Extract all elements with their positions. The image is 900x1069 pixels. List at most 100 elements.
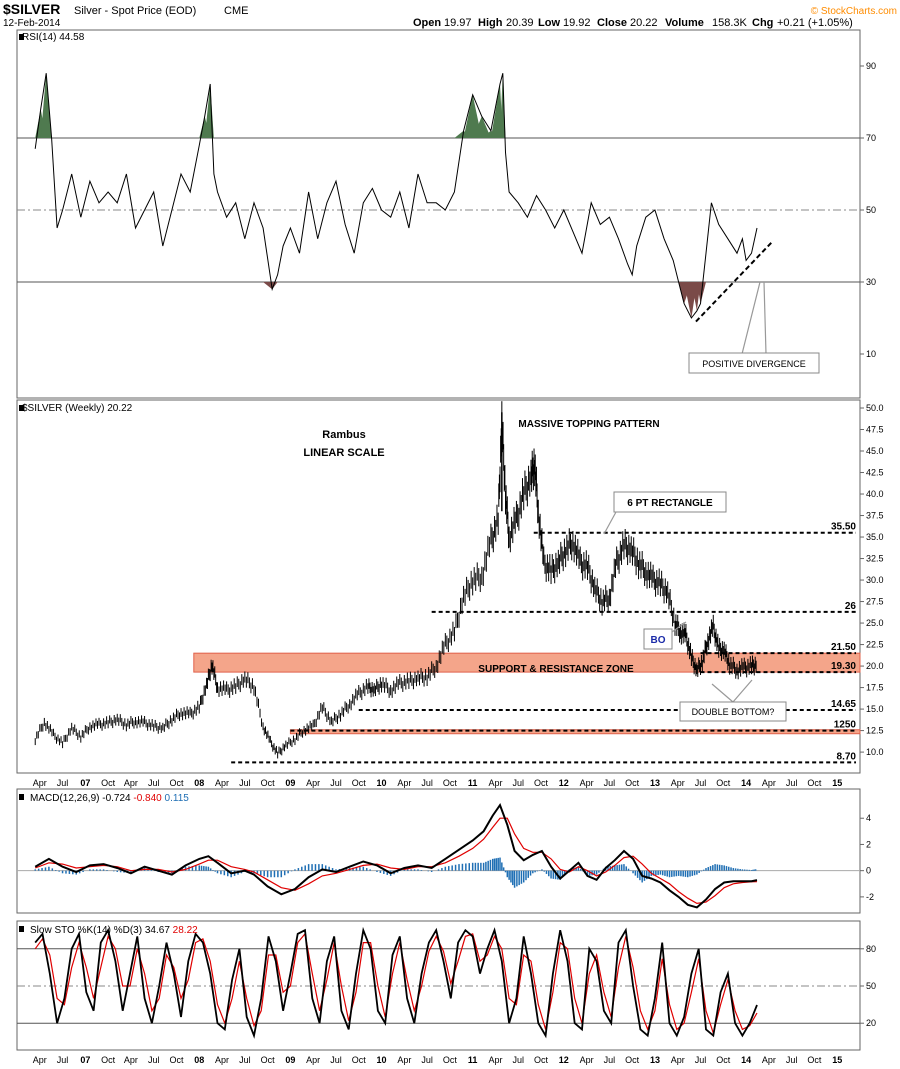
massive-topping-label: MASSIVE TOPPING PATTERN (518, 419, 659, 430)
x-tick-label: Oct (807, 1055, 822, 1065)
price-title: $SILVER (Weekly) 20.22 (22, 403, 133, 414)
x-tick-label: Oct (534, 778, 549, 788)
x-tick-label: 07 (80, 1055, 90, 1065)
rsi-line (34, 73, 758, 319)
x-tick-label: Jul (239, 778, 251, 788)
double-bottom-callout-lines (711, 679, 753, 703)
macd-histogram (34, 857, 757, 888)
x-tick-label: Apr (671, 778, 685, 788)
x-tick-label: Oct (716, 1055, 731, 1065)
author-label: Rambus (322, 429, 365, 441)
x-tick-label: Jul (512, 1055, 524, 1065)
macd-signal-line (34, 817, 758, 905)
x-tick-label: Jul (604, 1055, 616, 1065)
x-tick-label: Oct (261, 778, 276, 788)
price-tick-label: 22.5 (866, 640, 884, 650)
rsi-overbought-fill (472, 116, 491, 138)
open-label: Open (413, 17, 441, 29)
x-tick-label: Oct (534, 1055, 549, 1065)
chg-value: +0.21 (+1.05%) (777, 17, 853, 29)
level-label: 1250 (834, 720, 857, 731)
x-tick-label: Oct (352, 778, 367, 788)
sto-tick-label: 80 (866, 944, 876, 954)
six-pt-rectangle-box (613, 491, 727, 513)
macd-tick-label: 2 (866, 839, 871, 849)
level-label: 21.50 (831, 642, 856, 653)
close-label: Close (597, 17, 627, 29)
x-tick-label: Oct (807, 778, 822, 788)
double-bottom-box (679, 701, 787, 722)
x-tick-label: Oct (625, 1055, 640, 1065)
x-tick-label: Apr (488, 778, 502, 788)
x-tick-label: Jul (786, 1055, 798, 1065)
volume-label: Volume (665, 17, 704, 29)
x-tick-label: Jul (57, 778, 69, 788)
x-tick-label: 10 (377, 1055, 387, 1065)
x-tick-label: Oct (443, 778, 458, 788)
x-tick-label: 09 (285, 778, 295, 788)
x-tick-label: Jul (421, 778, 433, 788)
price-tick-label: 37.5 (866, 511, 884, 521)
level-label: 19.30 (831, 661, 856, 672)
close-value: 20.22 (630, 17, 658, 29)
support-zone-label: SUPPORT & RESISTANCE ZONE (478, 664, 634, 675)
macd-legend-swatch (19, 794, 24, 800)
x-tick-label: Jul (57, 1055, 69, 1065)
price-tick-label: 12.5 (866, 726, 884, 736)
price-tick-label: 20.0 (866, 661, 884, 671)
x-tick-label: Jul (421, 1055, 433, 1065)
volume-value: 158.3K (712, 17, 748, 29)
x-tick-label: 14 (741, 1055, 751, 1065)
bo-callout-line (671, 621, 687, 633)
six-pt-callout-line (603, 511, 617, 535)
x-tick-label: 14 (741, 778, 751, 788)
price-tick-label: 40.0 (866, 489, 884, 499)
x-tick-label: 09 (285, 1055, 295, 1065)
x-tick-label: Apr (306, 1055, 320, 1065)
rsi-tick-label: 90 (866, 61, 876, 71)
price-tick-label: 17.5 (866, 683, 884, 693)
x-tick-label: Apr (397, 1055, 411, 1065)
x-tick-label: Oct (261, 1055, 276, 1065)
high-value: 20.39 (506, 17, 534, 29)
six-pt-rectangle-label: 6 PT RECTANGLE (627, 498, 713, 509)
rsi-y-axis: 90 70 50 30 10 (17, 61, 876, 359)
macd-tick-label: -2 (866, 892, 874, 902)
price-bars (34, 401, 757, 759)
sto-k-value: 34.67 (145, 925, 170, 936)
price-tick-label: 50.0 (866, 403, 884, 413)
rsi-legend-swatch (19, 34, 24, 40)
x-tick-label: Oct (716, 778, 731, 788)
price-tick-label: 10.0 (866, 747, 884, 757)
rsi-overbought-fill (490, 84, 503, 138)
level-label: 26 (845, 601, 857, 612)
divergence-callout-lines (741, 281, 767, 355)
sto-title: Slow STO %K(14) %D(3) (30, 925, 142, 936)
x-tick-label: Apr (671, 1055, 685, 1065)
x-tick-label: 15 (832, 778, 842, 788)
macd-legend: MACD(12,26,9) -0.724 -0.840 0.115 (30, 793, 189, 804)
x-tick-label: Oct (352, 1055, 367, 1065)
exchange-label: CME (224, 5, 248, 17)
level-label: 35.50 (831, 522, 856, 533)
sto-legend-swatch (19, 926, 24, 932)
rsi-tick-label: 30 (866, 277, 876, 287)
x-tick-label: 10 (377, 778, 387, 788)
x-tick-label: Apr (215, 778, 229, 788)
scale-label: LINEAR SCALE (303, 447, 384, 459)
high-label: High (478, 17, 503, 29)
x-tick-label: Apr (33, 778, 47, 788)
rsi-tick-label: 10 (866, 349, 876, 359)
rsi-overbought-fill (463, 94, 482, 138)
macd-panel-frame (16, 788, 861, 914)
macd-signal-value: -0.840 (133, 793, 162, 804)
x-tick-label: Apr (580, 778, 594, 788)
rsi-tick-label: 50 (866, 205, 876, 215)
x-axis-price: Apr Jul 07 Oct Apr Jul Oct 08 Apr Jul Oct 09 Apr Jul O… (33, 778, 842, 788)
sto-tick-label: 20 (866, 1018, 876, 1028)
x-tick-label: Apr (306, 778, 320, 788)
price-legend-swatch (19, 405, 24, 411)
low-value: 19.92 (563, 17, 591, 29)
sto-k-line (34, 926, 758, 1039)
